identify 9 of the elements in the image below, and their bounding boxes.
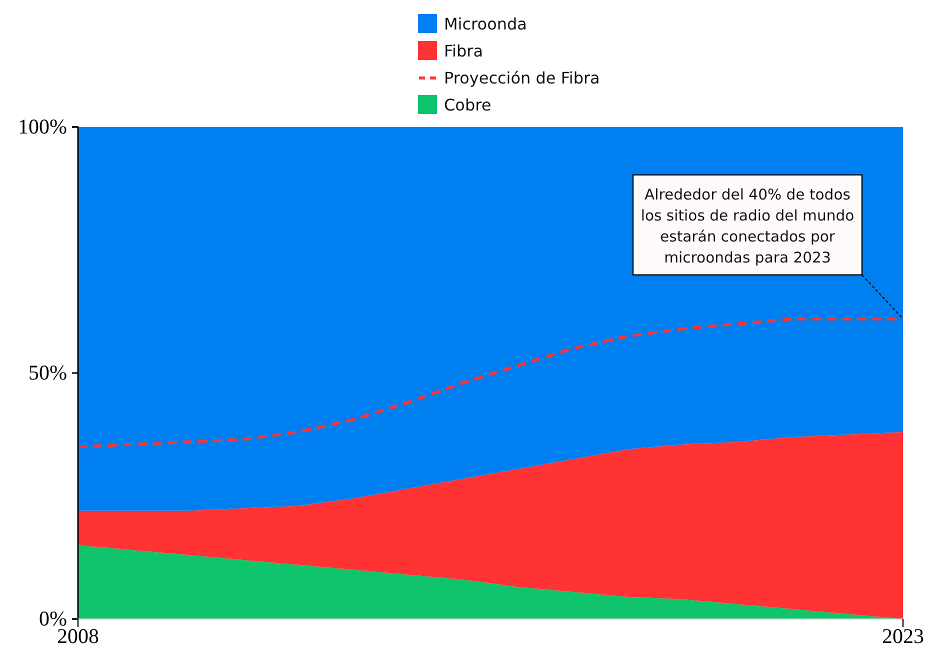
annotation: Alrededor del 40% de todos los sitios de radio del mundo estarán conectados por microondas para 2023	[640, 186, 854, 267]
legend-label: Cobre	[444, 96, 492, 115]
x-tick-label: 2023	[882, 624, 924, 646]
legend-label: Fibra	[444, 42, 484, 61]
y-tick-label: 50%	[28, 360, 67, 385]
legend-label: Proyección de Fibra	[444, 68, 600, 88]
y-tick-label: 100%	[18, 114, 67, 139]
line-series	[76, 317, 904, 448]
legend-label: Microonda	[444, 14, 527, 34]
